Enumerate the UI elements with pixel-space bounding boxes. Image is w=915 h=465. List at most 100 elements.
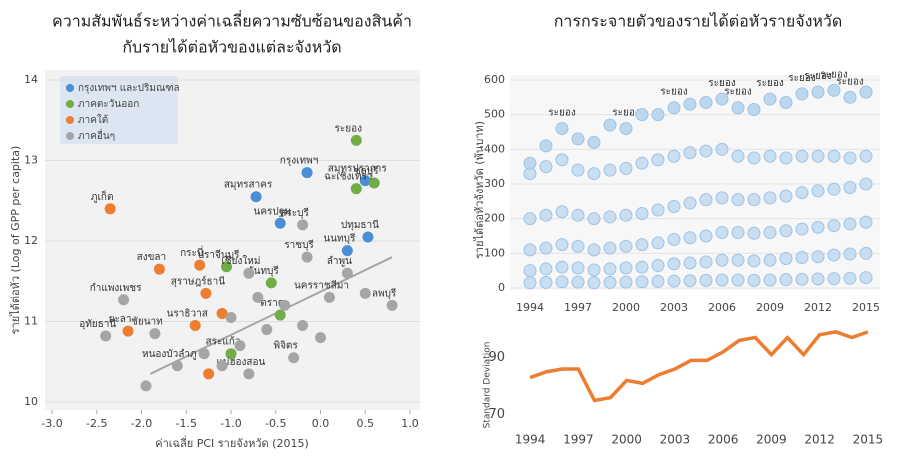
point bbox=[274, 217, 286, 229]
bubble bbox=[603, 210, 617, 224]
bubble bbox=[635, 206, 649, 220]
bubble bbox=[859, 177, 873, 191]
point-label: ราชบุรี bbox=[284, 239, 314, 251]
point-label: นราธิวาส bbox=[167, 309, 208, 320]
x-tick-label: 2012 bbox=[804, 433, 835, 447]
x-tick-label: -1.5 bbox=[176, 417, 197, 430]
point-label: ปราจีนบุรี bbox=[198, 249, 240, 261]
point bbox=[350, 134, 362, 146]
bubble bbox=[827, 272, 841, 286]
bubble bbox=[843, 180, 857, 194]
bubble bbox=[747, 102, 761, 116]
bubble bbox=[731, 273, 745, 287]
x-tick-label: 1.0 bbox=[401, 417, 419, 430]
bubble bbox=[715, 273, 729, 287]
bubble bbox=[731, 253, 745, 267]
bubble bbox=[779, 224, 793, 238]
point-label: ปทุมธานี bbox=[341, 219, 379, 231]
bubble bbox=[619, 239, 633, 253]
point bbox=[153, 263, 165, 275]
chart-title: การกระจายตัวของรายได้ต่อหัวรายจังหวัด bbox=[554, 12, 843, 31]
bubble bbox=[747, 151, 761, 165]
point-label: ระยอง bbox=[756, 78, 784, 89]
point bbox=[203, 368, 215, 380]
bubble bbox=[779, 151, 793, 165]
point bbox=[100, 330, 112, 342]
point bbox=[194, 259, 206, 271]
bubble bbox=[603, 118, 617, 132]
point bbox=[274, 309, 286, 321]
point-label: พิจิตร bbox=[273, 341, 298, 352]
point bbox=[359, 175, 371, 187]
point bbox=[386, 299, 398, 311]
x-tick-label: 1994 bbox=[516, 301, 544, 314]
y-tick-label: 400 bbox=[484, 142, 505, 155]
bubble bbox=[651, 258, 665, 272]
bubble bbox=[683, 146, 697, 160]
x-tick-label: 2012 bbox=[804, 301, 832, 314]
point bbox=[189, 320, 201, 332]
x-axis-label: ค่าเฉลี่ย PCI รายจังหวัด (2015) bbox=[155, 435, 309, 450]
point-label: ลำพูน bbox=[327, 256, 352, 267]
bubble bbox=[715, 253, 729, 267]
y-tick-label: 200 bbox=[484, 212, 505, 225]
point-label: ลพบุรี bbox=[372, 287, 397, 299]
bubble bbox=[795, 250, 809, 264]
bubble bbox=[571, 132, 585, 146]
point bbox=[221, 261, 233, 273]
bubble bbox=[667, 200, 681, 214]
point-label: ชัยนาท bbox=[131, 317, 163, 328]
bubble bbox=[555, 122, 569, 136]
bubble bbox=[827, 219, 841, 233]
legend-marker bbox=[66, 116, 74, 124]
x-tick-label: 2015 bbox=[852, 301, 880, 314]
bubble bbox=[779, 96, 793, 110]
point-label: ภูเก็ต bbox=[91, 189, 114, 203]
point bbox=[297, 320, 309, 332]
chart-title: ความสัมพันธ์ระหว่างค่าเฉลี่ยความซับซ้อนข… bbox=[52, 10, 412, 31]
point bbox=[149, 328, 161, 340]
bubble bbox=[683, 256, 697, 270]
bubble bbox=[587, 167, 601, 181]
bubble bbox=[571, 208, 585, 222]
point-label: กระบี่ bbox=[180, 245, 203, 259]
point bbox=[216, 360, 228, 372]
bubble bbox=[859, 246, 873, 260]
bubble bbox=[795, 149, 809, 163]
legend-marker bbox=[66, 84, 74, 92]
legend-box bbox=[60, 76, 178, 144]
bubble bbox=[619, 122, 633, 136]
y-tick-label: 14 bbox=[24, 73, 38, 86]
bubble bbox=[747, 193, 761, 207]
x-tick-label: 2015 bbox=[853, 433, 884, 447]
bubble bbox=[763, 273, 777, 287]
point-label: ระยอง bbox=[660, 87, 688, 98]
legend-label: กรุงเทพฯ และปริมณฑล bbox=[78, 83, 180, 94]
bubble bbox=[827, 149, 841, 163]
bubble bbox=[539, 139, 553, 153]
y-tick-label: 0 bbox=[498, 281, 505, 294]
bubble bbox=[715, 191, 729, 205]
bubble bbox=[571, 261, 585, 275]
bubble bbox=[539, 160, 553, 174]
point bbox=[252, 291, 264, 303]
bubble bbox=[539, 208, 553, 222]
point bbox=[122, 325, 134, 337]
bubble bbox=[539, 275, 553, 289]
bubble bbox=[667, 101, 681, 115]
bubble bbox=[763, 253, 777, 267]
x-tick-label: 1997 bbox=[563, 433, 594, 447]
bubble bbox=[651, 153, 665, 167]
x-tick-label: -0.5 bbox=[265, 417, 286, 430]
bubble bbox=[811, 149, 825, 163]
point-label: นครปฐม bbox=[254, 206, 291, 217]
point bbox=[200, 287, 212, 299]
bubble bbox=[843, 90, 857, 104]
point-label: สมุทรสาคร bbox=[224, 180, 273, 191]
point bbox=[250, 191, 262, 203]
bubble bbox=[571, 239, 585, 253]
bubble bbox=[523, 264, 537, 278]
bubble bbox=[715, 226, 729, 240]
bubble bbox=[795, 222, 809, 236]
point-label: ระยอง bbox=[335, 123, 363, 134]
